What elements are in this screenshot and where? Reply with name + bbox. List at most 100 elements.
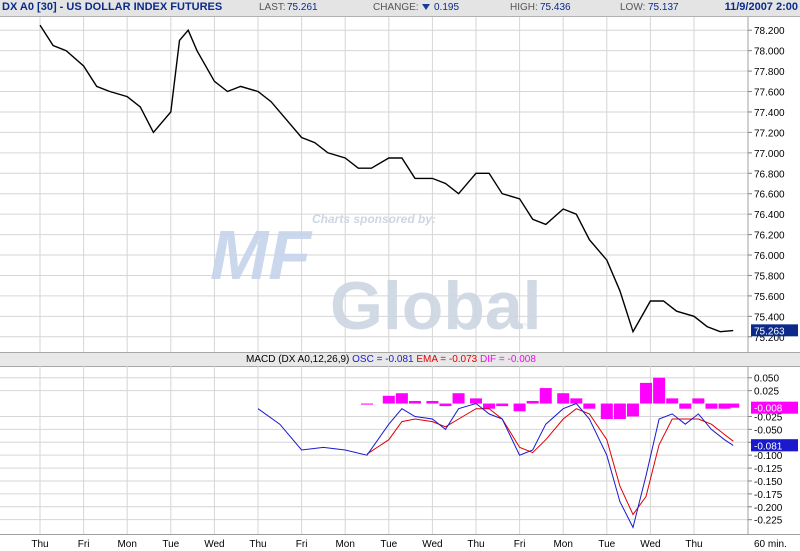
- quote-header: DX A0 [30] - US DOLLAR INDEX FUTURES LAS…: [0, 0, 800, 17]
- current-price-tag: [751, 324, 798, 337]
- macd-y-tick-label: -0.150: [754, 477, 783, 488]
- dif-value-tag-label: -0.008: [754, 404, 783, 415]
- dif-histogram-bar: [470, 398, 482, 404]
- x-axis-day-label: Fri: [296, 539, 308, 550]
- price-y-tick-label: 76.200: [754, 231, 785, 242]
- macd-y-tick-label: 0.025: [754, 387, 779, 398]
- dif-histogram-bar: [583, 403, 596, 409]
- x-axis-day-label: Tue: [380, 539, 397, 550]
- time-axis: Thu Fri Mon Tue Wed Thu Fri Mon Tue Wed Thu Fri Mon T…: [0, 534, 800, 550]
- dif-histogram-bar: [727, 403, 740, 408]
- sponsor-watermark: Charts sponsored by: MF Global ™: [210, 212, 542, 344]
- ema-series-line: [366, 408, 734, 516]
- macd-dif-value: DIF = -0.008: [480, 354, 536, 365]
- current-price-tag-label: 75.263: [754, 326, 785, 337]
- dif-histogram-bar: [539, 388, 552, 404]
- price-y-tick-label: 75.400: [754, 312, 785, 323]
- dif-histogram-bar: [640, 382, 653, 404]
- x-axis-day-label: Wed: [422, 539, 442, 550]
- macd-ema-value: EMA = -0.073: [416, 354, 478, 365]
- last-value: 75.261: [287, 2, 318, 13]
- macd-title-bar: MACD (DX A0,12,26,9) OSC = -0.081 EMA = …: [0, 352, 800, 367]
- macd-y-tick-label: -0.050: [754, 425, 783, 436]
- x-axis-day-label: Wed: [640, 539, 660, 550]
- dif-histogram-bar: [426, 400, 439, 404]
- macd-y-tick-label: -0.100: [754, 451, 783, 462]
- price-y-tick-label: 78.000: [754, 47, 785, 58]
- quote-datetime: 11/9/2007 2:00: [724, 1, 798, 13]
- low-value: 75.137: [648, 2, 679, 13]
- logo-tm: ™: [523, 322, 531, 331]
- x-axis-day-label: Tue: [162, 539, 179, 550]
- price-y-tick-label: 77.800: [754, 67, 785, 78]
- dif-histogram-bar: [513, 403, 526, 412]
- dif-histogram-bar: [395, 393, 408, 404]
- change-label: CHANGE:: [373, 2, 419, 13]
- dif-histogram-bar: [382, 395, 395, 404]
- dif-histogram-bar: [452, 393, 465, 404]
- x-axis-day-label: Fri: [514, 539, 526, 550]
- price-y-tick-label: 75.800: [754, 271, 785, 282]
- dif-histogram-bar: [626, 403, 639, 417]
- instrument-title: DX A0 [30] - US DOLLAR INDEX FUTURES: [2, 1, 223, 13]
- macd-legend: MACD (DX A0,12,26,9) OSC = -0.081 EMA = …: [246, 354, 536, 365]
- x-axis-day-label: Thu: [467, 539, 484, 550]
- x-axis-day-label: Mon: [117, 539, 136, 550]
- sponsor-text: Charts sponsored by:: [312, 212, 436, 226]
- x-axis-day-label: Thu: [685, 539, 702, 550]
- macd-prefix: MACD (DX A0,12,26,9): [246, 354, 350, 365]
- dif-histogram-bar: [705, 403, 718, 409]
- price-y-tick-label: 76.600: [754, 190, 785, 201]
- x-axis-day-label: Thu: [31, 539, 48, 550]
- macd-osc-value: OSC = -0.081: [352, 354, 414, 365]
- macd-y-tick-label: -0.175: [754, 490, 783, 501]
- price-y-tick-label: 78.200: [754, 26, 785, 37]
- price-y-tick-label: 76.000: [754, 251, 785, 262]
- x-axis-day-label: Mon: [553, 539, 572, 550]
- price-chart: Charts sponsored by: MF Global ™ 78.200 7…: [0, 17, 798, 352]
- price-y-tick-label: 77.600: [754, 88, 785, 99]
- price-y-tick-label: 77.000: [754, 149, 785, 160]
- price-y-tick-label: 77.400: [754, 108, 785, 119]
- macd-chart: 0.0500.025-0.025-0.050-0.075-0.100-0.125…: [0, 366, 798, 534]
- x-axis-day-label: Mon: [335, 539, 354, 550]
- osc-value-tag: [751, 439, 798, 452]
- osc-series-line: [257, 402, 734, 529]
- x-axis-day-label: Tue: [598, 539, 615, 550]
- price-y-tick-label: 75.200: [754, 333, 785, 344]
- dif-histogram-bar: [718, 403, 731, 409]
- change-value: 0.195: [434, 2, 460, 13]
- price-y-tick-label: 76.800: [754, 169, 785, 180]
- macd-y-tick-label: -0.025: [754, 412, 783, 423]
- low-label: LOW:: [620, 2, 646, 13]
- dif-value-tag: [751, 401, 798, 414]
- interval-label: 60 min.: [754, 539, 787, 550]
- x-axis-day-label: Fri: [78, 539, 90, 550]
- logo-mf: MF: [210, 216, 313, 294]
- price-y-tick-label: 75.600: [754, 292, 785, 303]
- dif-histogram-bar: [613, 403, 626, 420]
- dif-histogram-bar: [483, 403, 496, 409]
- macd-y-tick-label: -0.200: [754, 503, 783, 514]
- dif-histogram-bar: [679, 403, 692, 409]
- last-label: LAST:: [259, 2, 286, 13]
- dif-histogram-bar: [570, 398, 583, 404]
- dif-histogram-bar: [526, 400, 539, 404]
- osc-value-tag-label: -0.081: [754, 441, 783, 452]
- macd-y-tick-label: -0.225: [754, 516, 783, 527]
- dif-histogram-bar: [666, 398, 679, 404]
- dif-histogram-bar: [653, 377, 666, 404]
- price-series-line: [39, 24, 734, 334]
- dif-histogram-bar: [557, 393, 570, 404]
- dif-histogram-bar: [361, 403, 373, 405]
- high-label: HIGH:: [510, 2, 538, 13]
- price-y-tick-label: 77.200: [754, 128, 785, 139]
- price-y-tick-label: 76.400: [754, 210, 785, 221]
- dif-histogram-bar: [692, 398, 705, 404]
- macd-y-tick-label: -0.125: [754, 464, 783, 475]
- dif-histogram-bar: [600, 403, 613, 420]
- macd-y-tick-label: 0.050: [754, 374, 779, 385]
- dif-histogram-bar: [496, 403, 509, 407]
- logo-global: Global: [330, 268, 542, 344]
